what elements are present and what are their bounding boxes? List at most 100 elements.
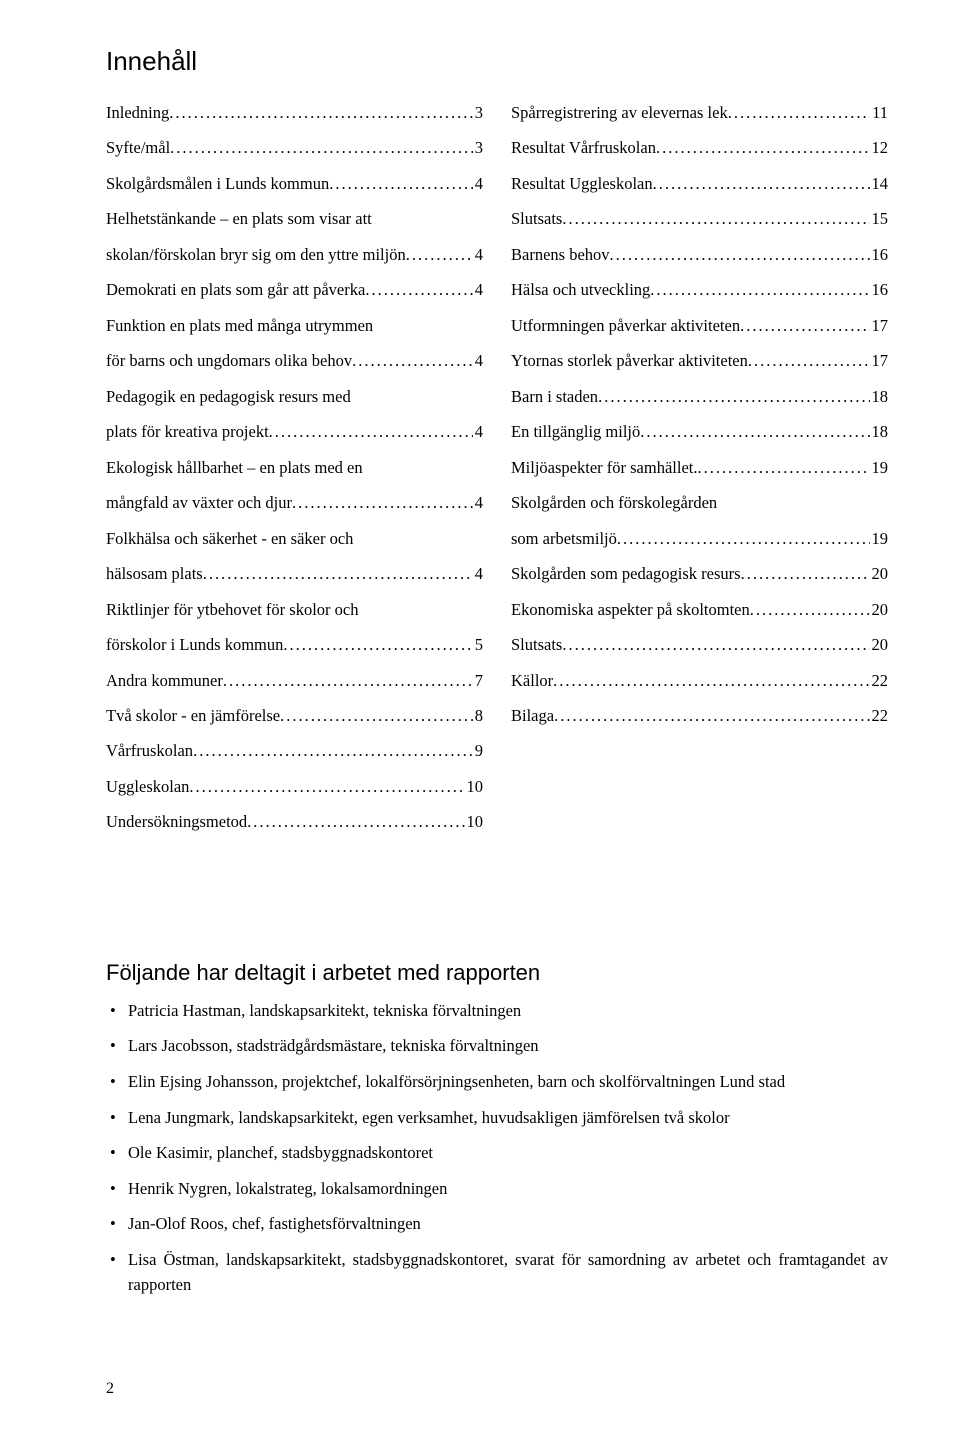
toc-entry-continuation: Riktlinjer för ytbehovet för skolor och [106, 592, 483, 627]
contributors-heading: Följande har deltagit i arbetet med rapp… [106, 960, 888, 986]
toc-leader: ........................................… [650, 272, 869, 307]
toc-entry: Bilaga..................................… [511, 698, 888, 733]
toc-leader: ........................................… [223, 663, 473, 698]
toc-entry: Andra kommuner..........................… [106, 663, 483, 698]
toc-entry: Syfte/mål...............................… [106, 130, 483, 165]
toc-entry: hälsosam plats..........................… [106, 556, 483, 591]
toc-entry-label: Uggleskolan [106, 769, 189, 804]
toc-entry-page: 18 [870, 379, 889, 414]
contributor-item: Lisa Östman, landskapsarkitekt, stadsbyg… [106, 1247, 888, 1298]
toc-entry-continuation: Pedagogik en pedagogisk resurs med [106, 379, 483, 414]
toc-entry: plats för kreativa projekt..............… [106, 414, 483, 449]
contributors-list: Patricia Hastman, landskapsarkitekt, tek… [106, 998, 888, 1298]
toc-entry-label: plats för kreativa projekt [106, 414, 269, 449]
toc-entry: Utformningen påverkar aktiviteten.......… [511, 308, 888, 343]
contributor-item: Lena Jungmark, landskapsarkitekt, egen v… [106, 1105, 888, 1131]
toc-leader: ........................................… [193, 733, 473, 768]
toc-entry-page: 4 [473, 272, 483, 307]
toc-entry: Inledning...............................… [106, 95, 483, 130]
toc-entry: Demokrati en plats som går att påverka..… [106, 272, 483, 307]
toc-entry-label: Utformningen påverkar aktiviteten [511, 308, 740, 343]
toc-entry-page: 3 [473, 130, 483, 165]
toc-entry-label: mångfald av växter och djur [106, 485, 292, 520]
toc-leader: ........................................… [554, 698, 869, 733]
toc-entry-page: 22 [870, 698, 889, 733]
toc-entry-page: 3 [473, 95, 483, 130]
toc-entry-label: skolan/förskolan bryr sig om den yttre m… [106, 237, 406, 272]
toc-entry: Skolgården som pedagogisk resurs........… [511, 556, 888, 591]
toc-leader: ........................................… [203, 556, 473, 591]
contributor-item: Patricia Hastman, landskapsarkitekt, tek… [106, 998, 888, 1024]
toc-entry: Uggleskolan.............................… [106, 769, 483, 804]
toc-leader: ........................................… [656, 130, 870, 165]
contributor-item: Jan-Olof Roos, chef, fastighetsförvaltni… [106, 1211, 888, 1237]
toc-entry-label: Demokrati en plats som går att påverka [106, 272, 365, 307]
toc-entry-label: Spårregistrering av elevernas lek [511, 95, 728, 130]
toc-entry-label: för barns och ungdomars olika behov [106, 343, 352, 378]
contributor-item: Henrik Nygren, lokalstrateg, lokalsamord… [106, 1176, 888, 1202]
toc-leader: ........................................… [189, 769, 464, 804]
toc-entry-label: Resultat Uggleskolan [511, 166, 653, 201]
toc-leader: ........................................… [283, 627, 472, 662]
toc-entry-page: 12 [870, 130, 889, 165]
toc-entry: för barns och ungdomars olika behov.....… [106, 343, 483, 378]
toc-entry: förskolor i Lunds kommun................… [106, 627, 483, 662]
toc-leader: ........................................… [698, 450, 870, 485]
toc-leader: ........................................… [365, 272, 472, 307]
toc-leader: ........................................… [610, 237, 870, 272]
toc-leader: ........................................… [748, 343, 870, 378]
toc-entry-page: 10 [465, 804, 484, 839]
toc-entry-page: 4 [473, 237, 483, 272]
toc-entry-page: 9 [473, 733, 483, 768]
toc-leader: ........................................… [553, 663, 869, 698]
toc-entry-continuation: Skolgården och förskolegården [511, 485, 888, 520]
toc-entry: Resultat Uggleskolan....................… [511, 166, 888, 201]
toc-entry: Skolgårdsmålen i Lunds kommun...........… [106, 166, 483, 201]
toc-entry: som arbetsmiljö.........................… [511, 521, 888, 556]
toc-leader: ........................................… [406, 237, 473, 272]
toc-leader: ........................................… [562, 201, 869, 236]
toc-entry-page: 11 [870, 95, 888, 130]
toc-entry-label: förskolor i Lunds kommun [106, 627, 283, 662]
toc-leader: ........................................… [640, 414, 869, 449]
toc-leader: ........................................… [352, 343, 473, 378]
toc-entry-label: Undersökningsmetod [106, 804, 247, 839]
toc-entry-label: Ytornas storlek påverkar aktiviteten [511, 343, 748, 378]
toc-entry: Miljöaspekter för samhället.............… [511, 450, 888, 485]
toc-entry-page: 19 [870, 450, 889, 485]
toc-entry-page: 17 [870, 308, 889, 343]
toc-entry-label: Miljöaspekter för samhället. [511, 450, 698, 485]
toc-entry-page: 4 [473, 414, 483, 449]
toc-entry-page: 7 [473, 663, 483, 698]
toc-leader: ........................................… [247, 804, 464, 839]
toc-columns: Inledning...............................… [106, 95, 888, 840]
toc-entry: Ekonomiska aspekter på skoltomten.......… [511, 592, 888, 627]
toc-entry-label: Vårfruskolan [106, 733, 193, 768]
toc-entry-continuation: Folkhälsa och säkerhet - en säker och [106, 521, 483, 556]
toc-leader: ........................................… [740, 308, 869, 343]
toc-entry-label: Hälsa och utveckling [511, 272, 650, 307]
toc-leader: ........................................… [292, 485, 473, 520]
toc-leader: ........................................… [280, 698, 473, 733]
toc-entry-label: Barnens behov [511, 237, 610, 272]
toc-entry-label: En tillgänglig miljö [511, 414, 640, 449]
toc-entry-label: Skolgården som pedagogisk resurs [511, 556, 741, 591]
toc-entry-label: Barn i staden [511, 379, 598, 414]
toc-leader: ........................................… [170, 130, 473, 165]
contributor-item: Elin Ejsing Johansson, projektchef, loka… [106, 1069, 888, 1095]
toc-entry-label: Ekonomiska aspekter på skoltomten [511, 592, 750, 627]
toc-entry-continuation: Ekologisk hållbarhet – en plats med en [106, 450, 483, 485]
toc-entry: Vårfruskolan............................… [106, 733, 483, 768]
toc-leader: ........................................… [728, 95, 870, 130]
toc-column-right: Spårregistrering av elevernas lek.......… [511, 95, 888, 840]
toc-entry: Undersökningsmetod......................… [106, 804, 483, 839]
page-title: Innehåll [106, 46, 888, 77]
toc-entry-label: Två skolor - en jämförelse [106, 698, 280, 733]
toc-entry: skolan/förskolan bryr sig om den yttre m… [106, 237, 483, 272]
toc-entry-page: 22 [870, 663, 889, 698]
toc-entry: Slutsats................................… [511, 627, 888, 662]
toc-entry-label: Syfte/mål [106, 130, 170, 165]
toc-entry: Barn i staden...........................… [511, 379, 888, 414]
toc-entry-label: hälsosam plats [106, 556, 203, 591]
toc-entry: mångfald av växter och djur.............… [106, 485, 483, 520]
